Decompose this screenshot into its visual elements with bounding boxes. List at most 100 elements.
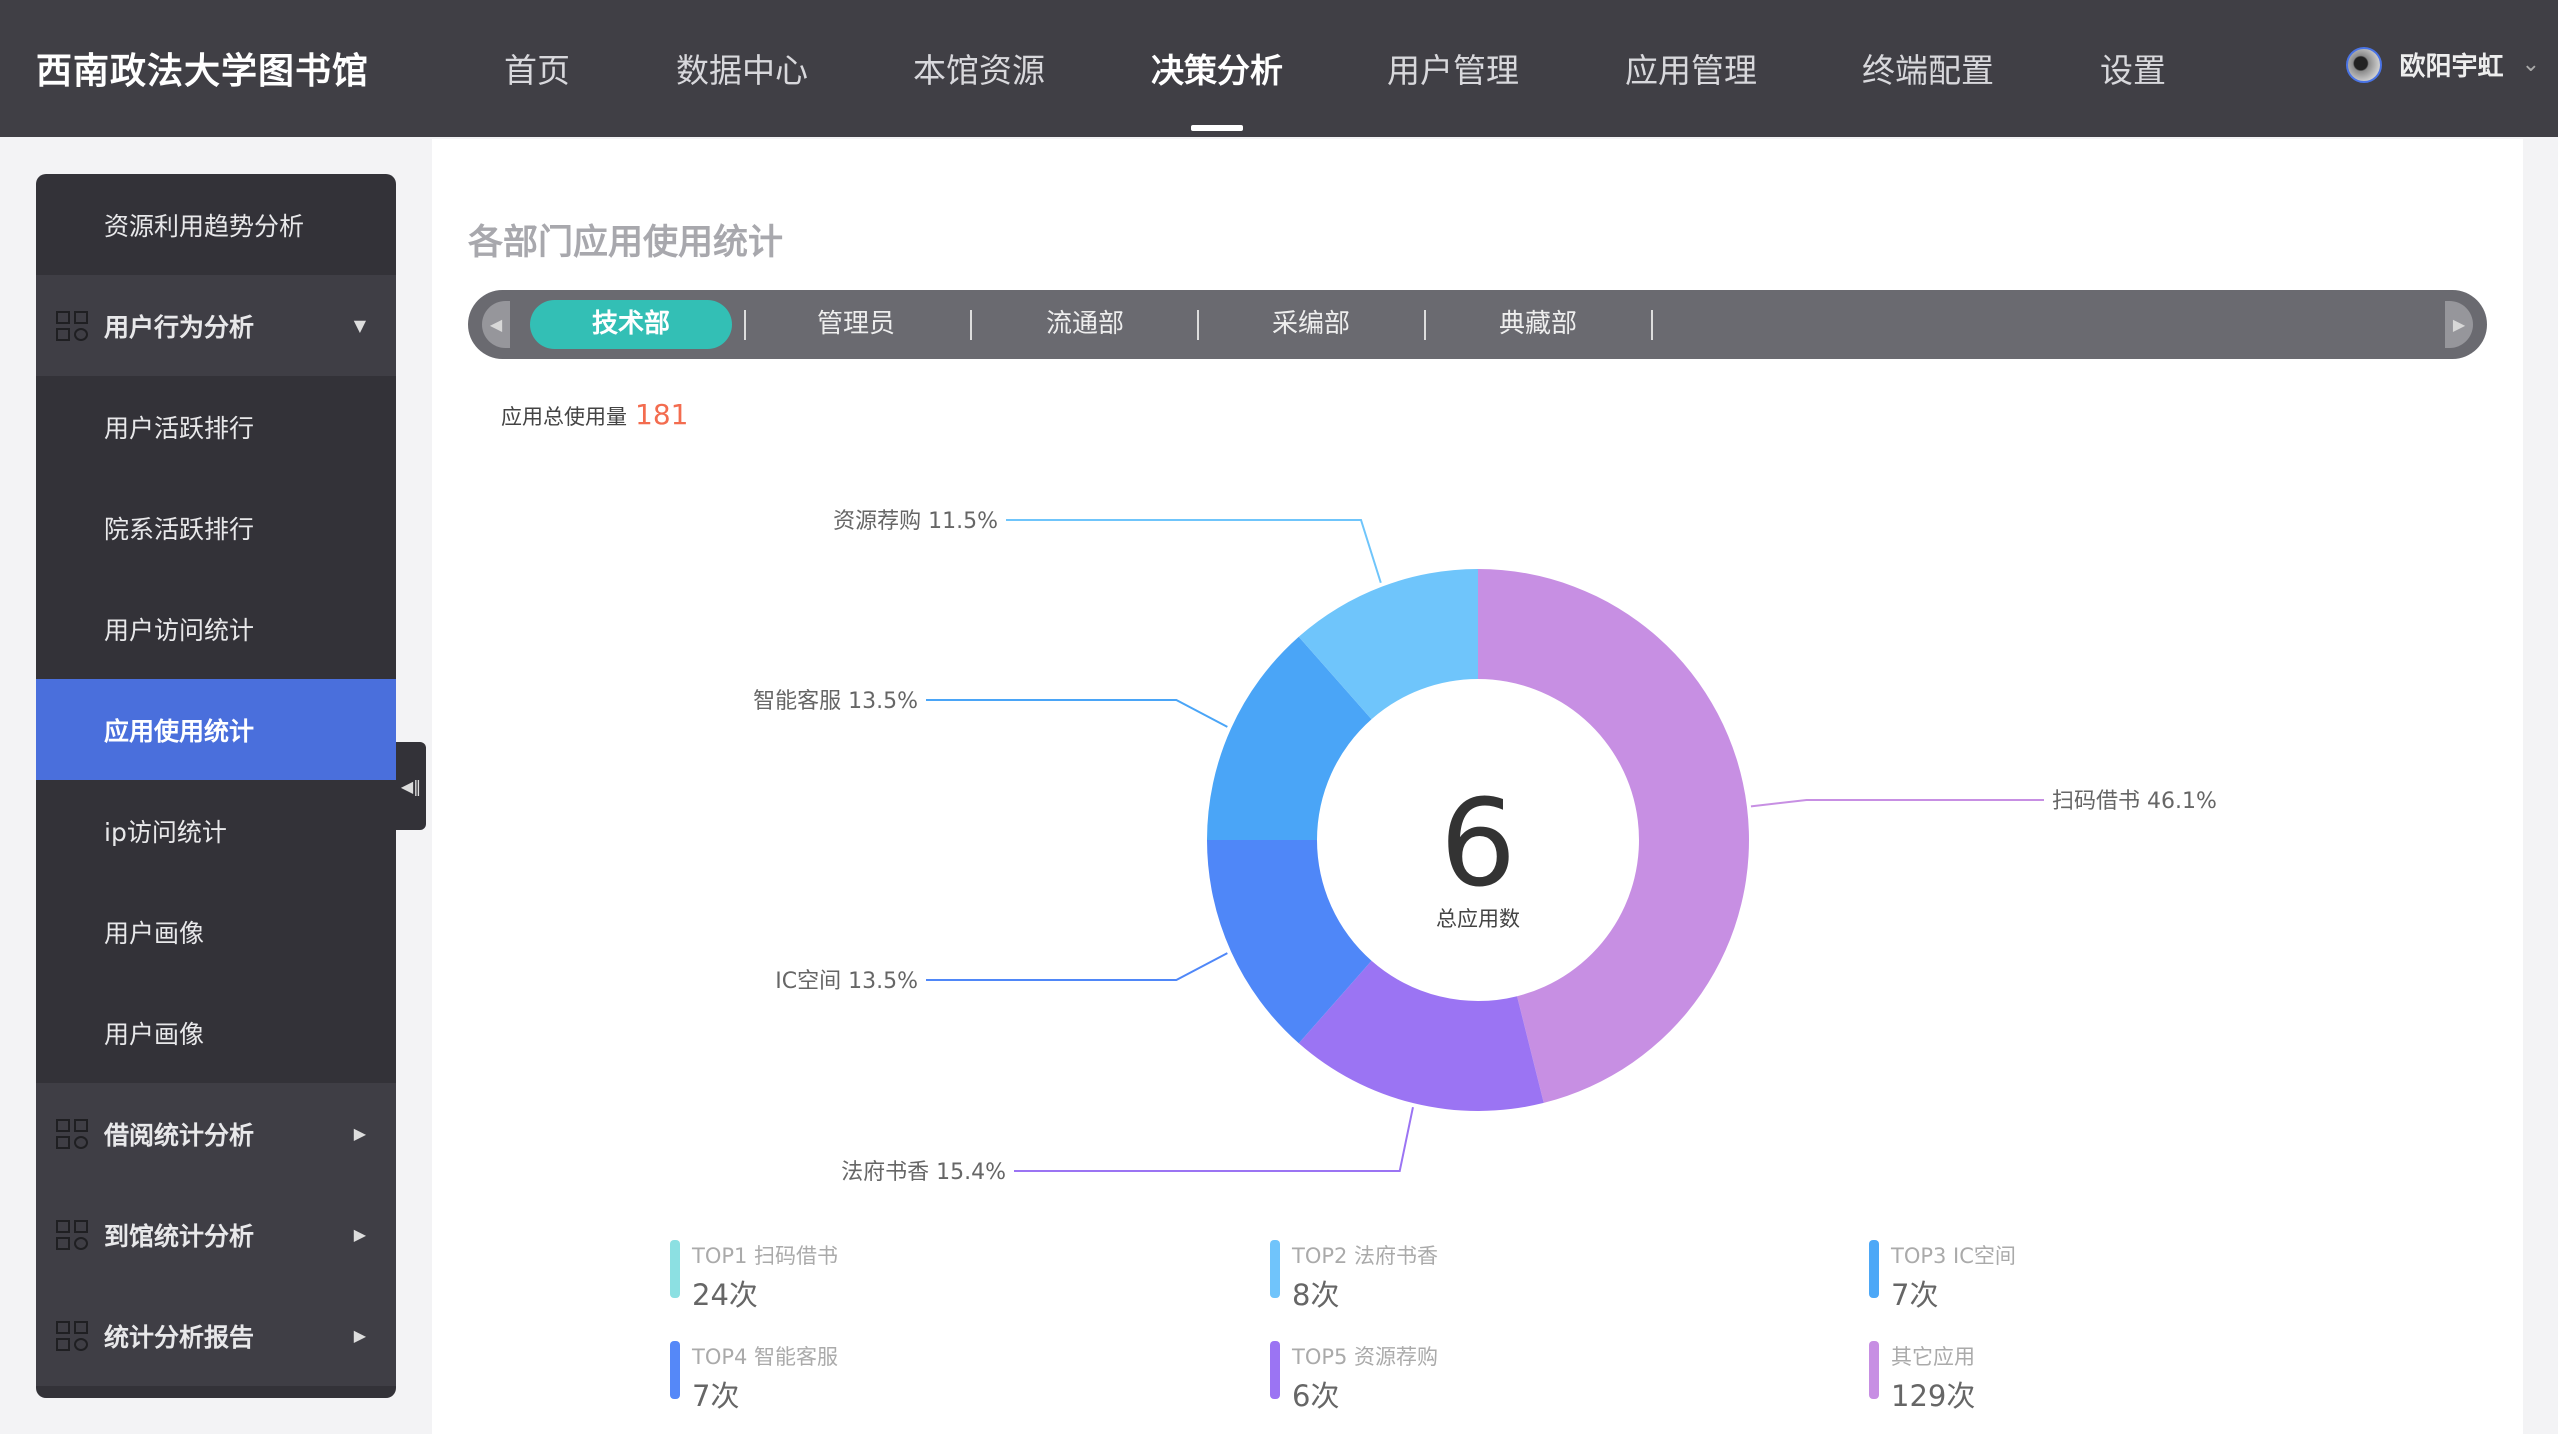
legend-item: TOP5 资源荐购 6次 <box>1270 1341 1439 1413</box>
sidebar-item[interactable]: 用户行为分析 ▼ <box>36 275 396 376</box>
caret-right-icon: ▶ <box>353 1124 366 1143</box>
legend-color-bar <box>1869 1341 1879 1399</box>
nav-item[interactable]: 设置 <box>2100 51 2166 90</box>
legend-label: TOP1 扫码借书 <box>692 1244 839 1268</box>
slice-leader-line <box>1014 1106 1414 1172</box>
legend-color-bar <box>1270 1341 1280 1399</box>
sidebar-item-label: 用户行为分析 <box>104 312 255 342</box>
donut-slice[interactable] <box>1207 636 1372 840</box>
total-usage: 应用总使用量 181 <box>501 398 688 431</box>
legend-color-bar <box>670 1341 680 1399</box>
caret-down-icon: ▼ <box>353 316 366 335</box>
donut-slice[interactable] <box>1478 569 1749 1103</box>
sidebar-item[interactable]: 院系活跃排行 <box>36 477 396 578</box>
nav-item[interactable]: 首页 <box>504 51 570 90</box>
slice-label: 资源荐购 11.5% <box>833 509 998 534</box>
grid-icon <box>56 1320 88 1351</box>
nav-item[interactable]: 决策分析 <box>1151 51 1283 90</box>
slice-label: 智能客服 13.5% <box>753 689 918 714</box>
sidebar-item[interactable]: 统计分析报告 ▶ <box>36 1285 396 1386</box>
total-usage-label: 应用总使用量 <box>501 405 627 429</box>
sidebar-item-label: ip访问统计 <box>104 817 227 847</box>
sidebar-item-label: 应用使用统计 <box>104 716 255 746</box>
sidebar-item[interactable]: ip访问统计 <box>36 780 396 881</box>
tab-divider <box>1424 310 1426 340</box>
sidebar-item-label: 用户访问统计 <box>104 615 255 645</box>
sidebar-item-label: 用户活跃排行 <box>104 413 255 443</box>
user-name[interactable]: 欧阳宇虹 <box>2399 52 2504 82</box>
legend-label: TOP5 资源荐购 <box>1292 1345 1439 1369</box>
legend-item: 其它应用 129次 <box>1869 1341 1975 1413</box>
legend-value: 8次 <box>1292 1278 1340 1312</box>
slice-label: 法府书香 15.4% <box>841 1160 1006 1185</box>
legend-value: 7次 <box>1891 1278 1939 1312</box>
legend-value: 6次 <box>1292 1379 1340 1413</box>
legend-label: TOP2 法府书香 <box>1292 1244 1439 1268</box>
caret-right-icon: ▶ <box>353 1225 366 1244</box>
legend-value: 24次 <box>692 1278 758 1312</box>
tab-department[interactable]: 采编部 <box>1271 309 1351 339</box>
sidebar-item[interactable]: 用户画像 <box>36 881 396 982</box>
logo: 西南政法大学图书馆 <box>36 51 370 92</box>
slice-label: IC空间 13.5% <box>775 969 918 994</box>
donut-slice[interactable] <box>1207 840 1372 1044</box>
active-nav-indicator <box>1191 125 1243 131</box>
slice-leader-line <box>1750 799 2044 808</box>
tab-department[interactable]: 技术部 <box>530 300 732 349</box>
donut-slice[interactable] <box>1298 960 1544 1111</box>
sidebar-item[interactable]: 到馆统计分析 ▶ <box>36 1184 396 1285</box>
legend-color-bar <box>1869 1240 1879 1298</box>
nav-item[interactable]: 应用管理 <box>1625 51 1757 90</box>
sidebar-item[interactable]: 应用使用统计 <box>36 679 396 780</box>
tab-scroll-left-button[interactable]: ◀ <box>482 301 510 348</box>
sidebar-item-label: 到馆统计分析 <box>104 1221 255 1251</box>
tab-divider <box>744 310 746 340</box>
sidebar-item[interactable]: 资源利用趋势分析 <box>36 174 396 275</box>
tab-department[interactable]: 管理员 <box>816 309 896 339</box>
sidebar-item-label: 统计分析报告 <box>104 1322 255 1352</box>
nav-item[interactable]: 本馆资源 <box>913 51 1045 90</box>
tab-department[interactable]: 流通部 <box>1045 309 1125 339</box>
tab-divider <box>1197 310 1199 340</box>
collapse-sidebar-button[interactable]: ◀‖ <box>396 742 426 830</box>
center-label: 总应用数 <box>1436 907 1520 931</box>
nav-item[interactable]: 数据中心 <box>676 51 808 90</box>
page-title: 各部门应用使用统计 <box>468 223 784 263</box>
legend-label: TOP3 IC空间 <box>1891 1244 2016 1268</box>
tab-divider <box>1651 310 1653 340</box>
top-header: 西南政法大学图书馆 首页 数据中心 本馆资源 决策分析 用户管理 应用管理 终端配置 设置 欧… <box>0 0 2558 137</box>
sidebar-item[interactable]: 用户活跃排行 <box>36 376 396 477</box>
nav-item[interactable]: 用户管理 <box>1387 51 1519 90</box>
legend-color-bar <box>1270 1240 1280 1298</box>
total-usage-value: 181 <box>635 398 689 431</box>
grid-icon <box>56 310 88 341</box>
center-value: 6 <box>1440 775 1516 914</box>
slice-leader-line <box>926 699 1228 728</box>
grid-icon <box>56 1118 88 1149</box>
slice-leader-line <box>926 952 1228 981</box>
tab-department[interactable]: 典藏部 <box>1498 309 1578 339</box>
slice-leader-line <box>1006 519 1382 584</box>
nav-item[interactable]: 终端配置 <box>1862 51 1994 90</box>
legend-item: TOP2 法府书香 8次 <box>1270 1240 1439 1312</box>
slice-label: 扫码借书 46.1% <box>2052 789 2217 814</box>
sidebar-item[interactable]: 借阅统计分析 ▶ <box>36 1083 396 1184</box>
sidebar-item[interactable]: 用户画像 <box>36 982 396 1083</box>
legend-item: TOP1 扫码借书 24次 <box>670 1240 839 1312</box>
legend-item: TOP3 IC空间 7次 <box>1869 1240 2016 1312</box>
donut-slice[interactable] <box>1298 569 1478 720</box>
sidebar-item-label: 资源利用趋势分析 <box>104 211 305 241</box>
user-menu[interactable]: 欧阳宇虹 ⌄ <box>2345 46 2540 83</box>
legend-value: 129次 <box>1891 1379 1976 1413</box>
grid-icon <box>56 1219 88 1250</box>
sidebar: 资源利用趋势分析 用户行为分析 ▼ 用户活跃排行 院系活跃排行 用户访问统计 应用使用统计 i… <box>36 174 396 1398</box>
legend-label: TOP4 智能客服 <box>692 1345 839 1369</box>
sidebar-item[interactable]: 用户访问统计 <box>36 578 396 679</box>
sidebar-item-label: 院系活跃排行 <box>104 514 255 544</box>
caret-right-icon: ▶ <box>353 1326 366 1345</box>
avatar[interactable] <box>2345 46 2382 83</box>
sidebar-item-label: 借阅统计分析 <box>104 1120 255 1150</box>
chevron-down-icon[interactable]: ⌄ <box>2521 52 2540 77</box>
legend-item: TOP4 智能客服 7次 <box>670 1341 839 1413</box>
